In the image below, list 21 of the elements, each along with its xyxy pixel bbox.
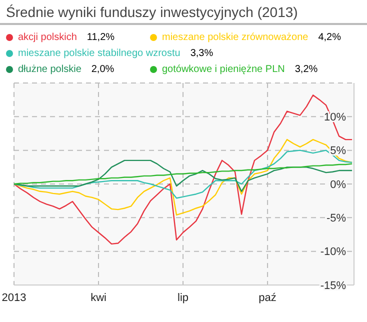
line-series: [14, 94, 353, 245]
text: 3,2%: [294, 64, 318, 74]
y-tick-label: 0%: [330, 178, 346, 191]
legend-label: mieszane polskie stabilnego wzrostu: [18, 48, 180, 58]
y-tick-label: -5%: [326, 212, 346, 225]
y-tick-label: -15%: [320, 280, 346, 292]
text: 4,2%: [318, 32, 341, 42]
x-tick-label: paź: [258, 292, 276, 304]
x-tick-label: 2013: [2, 292, 26, 304]
legend-label: gotówkowe i pieniężne PLN: [162, 64, 285, 74]
line-series: [14, 160, 353, 192]
legend-label: akcji polskich: [18, 32, 77, 42]
text: 2,0%: [91, 64, 114, 74]
x-tick-label: kwi: [90, 292, 106, 304]
legend-label: dłużne polskie: [18, 64, 82, 74]
chart-title: Średnie wyniki funduszy inwestycyjnych (2013): [0, 0, 367, 25]
y-tick-label: -10%: [320, 246, 346, 258]
legend-label: mieszane polskie zrównoważone: [162, 32, 308, 42]
x-tick-label: lip: [178, 292, 189, 304]
text: 11,2%: [86, 32, 115, 42]
text: 3,3%: [190, 48, 214, 58]
